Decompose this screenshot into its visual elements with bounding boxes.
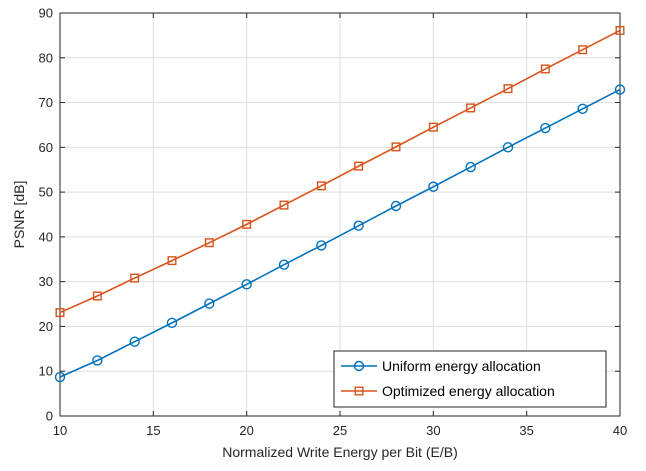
series-1: [54, 84, 626, 383]
data-point: [465, 161, 476, 173]
data-point: [279, 200, 289, 210]
data-point: [390, 200, 402, 212]
data-point: [577, 103, 588, 115]
data-point: [353, 220, 364, 231]
data-point: [428, 122, 438, 132]
data-point: [204, 238, 214, 248]
y-tick-label: 0: [46, 409, 53, 424]
x-tick-label: 15: [146, 423, 160, 438]
data-point: [55, 308, 65, 318]
x-tick-label: 10: [53, 423, 67, 438]
legend-box: [333, 350, 607, 408]
data-point: [391, 142, 401, 152]
data-point: [503, 84, 513, 94]
y-axis-label: PSNR [dB]: [11, 181, 27, 249]
legend-label: Uniform energy allocation: [382, 358, 541, 374]
y-tick-label: 70: [39, 95, 53, 110]
data-point: [204, 298, 215, 309]
data-point: [242, 219, 252, 229]
series-line: [59, 88, 621, 378]
data-point: [92, 355, 103, 366]
y-tick-label: 50: [39, 185, 53, 200]
y-tick-label: 80: [39, 50, 53, 65]
legend: Uniform energy allocation Optimized energ…: [333, 350, 607, 408]
legend-item: Uniform energy allocation: [341, 358, 541, 374]
legend-label: Optimized energy allocation: [382, 383, 555, 399]
x-tick-label: 35: [519, 423, 533, 438]
x-tick-label: 25: [333, 423, 347, 438]
data-point: [316, 240, 327, 251]
data-point: [354, 161, 364, 171]
series-line: [59, 29, 621, 314]
legend-swatch-marker: [353, 360, 365, 372]
data-point: [428, 181, 439, 192]
data-point: [166, 317, 178, 329]
data-point: [241, 279, 252, 290]
data-point: [466, 103, 476, 113]
y-tick-label: 60: [39, 140, 53, 155]
y-tick-label: 30: [39, 274, 53, 289]
y-tick-label: 10: [39, 364, 53, 379]
series-layer: [54, 25, 626, 383]
data-point: [54, 371, 66, 383]
x-axis-label: Normalized Write Energy per Bit (E/B): [222, 444, 457, 460]
legend-item: Optimized energy allocation: [341, 383, 555, 399]
data-point: [316, 181, 326, 191]
data-point: [502, 142, 514, 153]
legend-swatch-marker: [354, 386, 364, 396]
series-2: [55, 25, 625, 318]
data-point: [130, 273, 140, 283]
data-point: [578, 45, 588, 55]
data-point: [129, 336, 140, 347]
y-tick-label: 20: [39, 319, 53, 334]
data-point: [278, 259, 290, 270]
data-point: [540, 64, 550, 74]
y-tick-label: 40: [39, 229, 53, 244]
data-point: [614, 84, 626, 95]
x-tick-label: 40: [613, 423, 627, 438]
data-point: [615, 25, 625, 35]
data-point: [167, 256, 177, 266]
data-point: [540, 122, 551, 134]
y-tick-label: 90: [39, 6, 53, 21]
x-tick-label: 20: [239, 423, 253, 438]
x-tick-label: 30: [426, 423, 440, 438]
data-point: [92, 291, 102, 301]
